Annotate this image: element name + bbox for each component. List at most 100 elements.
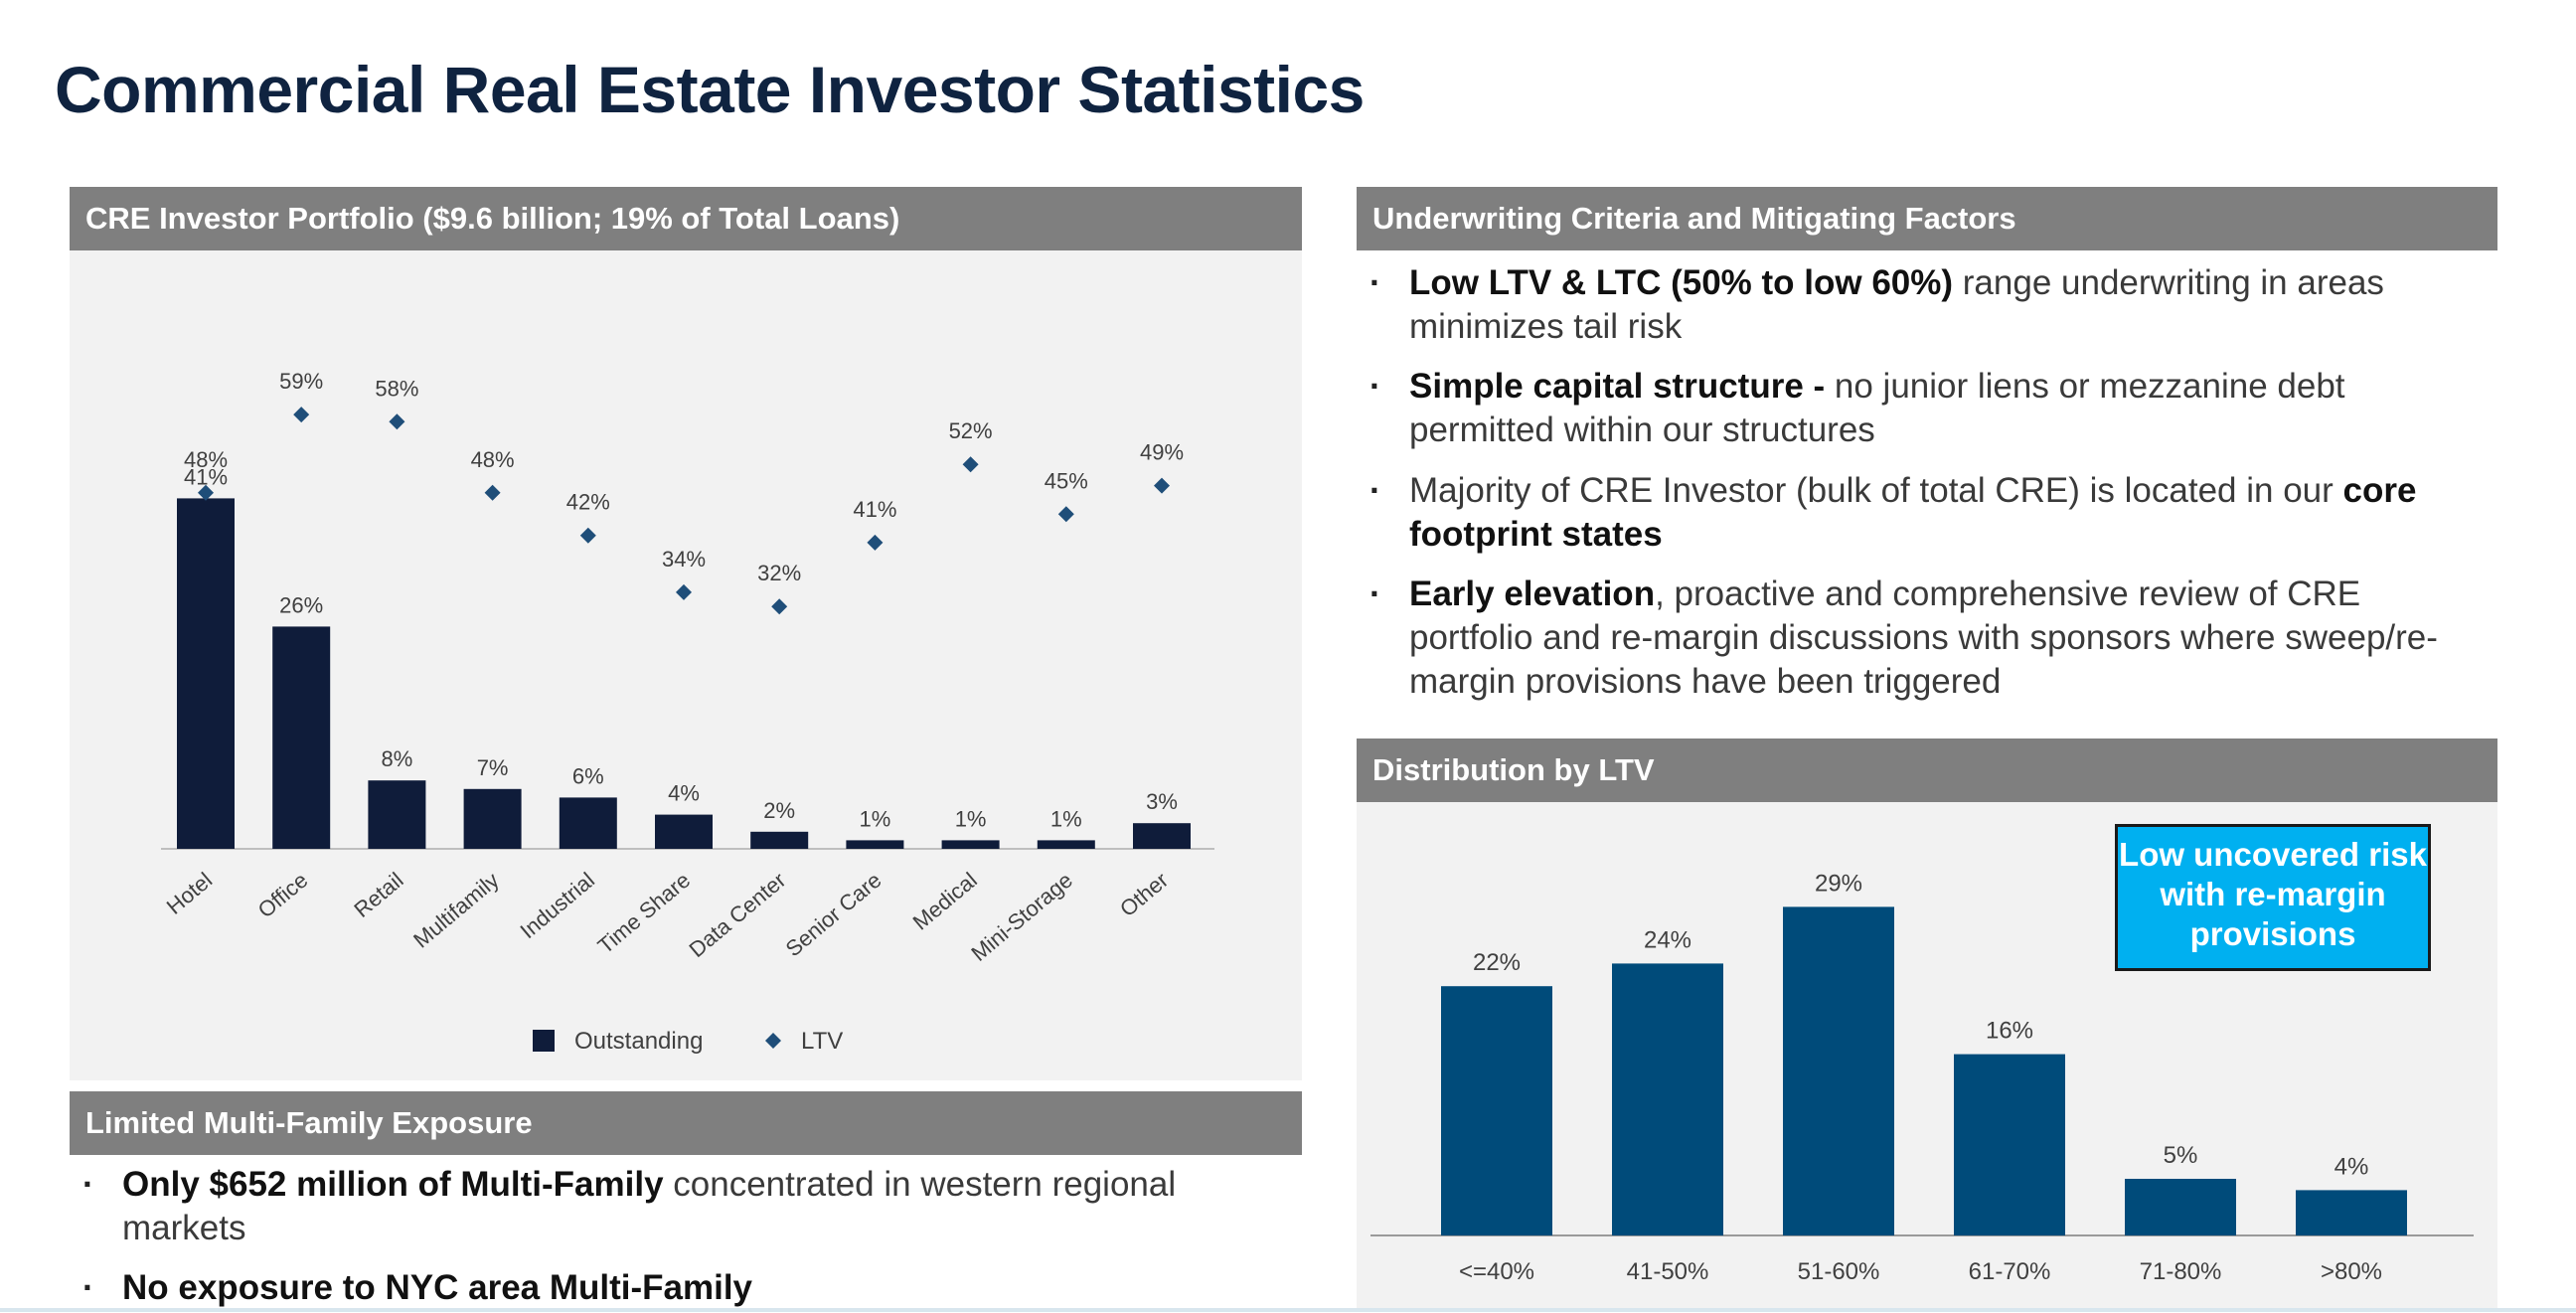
multifamily-header: Limited Multi-Family Exposure xyxy=(70,1091,1302,1155)
ltv-distribution-bar xyxy=(1783,906,1894,1235)
risk-callout: Low uncovered risk with re-margin provis… xyxy=(2115,824,2431,971)
ltv-marker xyxy=(962,456,979,473)
outstanding-bar xyxy=(177,498,235,849)
outstanding-bar xyxy=(1037,840,1095,849)
ltv-label: 49% xyxy=(1140,440,1184,465)
bullet-bold-text: Simple capital structure - xyxy=(1409,367,1826,406)
bar-value-label: 16% xyxy=(1986,1018,2033,1045)
outstanding-label: 6% xyxy=(572,763,604,788)
portfolio-header: CRE Investor Portfolio ($9.6 billion; 19… xyxy=(70,187,1302,250)
ltv-label: 41% xyxy=(853,497,896,522)
outstanding-bar xyxy=(368,780,426,849)
category-label: Multifamily xyxy=(408,868,504,953)
category-label: Other xyxy=(1115,868,1173,922)
ltv-marker xyxy=(389,413,405,430)
bullet-dot: · xyxy=(1369,574,1381,613)
outstanding-label: 26% xyxy=(279,592,323,617)
bullet-dot: · xyxy=(1369,263,1381,302)
ltv-label: 32% xyxy=(757,561,801,585)
bar-value-label: 22% xyxy=(1473,949,1521,976)
underwriting-header: Underwriting Criteria and Mitigating Fac… xyxy=(1357,187,2497,250)
outstanding-label: 3% xyxy=(1146,789,1178,814)
ltv-marker xyxy=(293,407,310,423)
bullet-item: · Simple capital structure - no junior li… xyxy=(1369,365,2463,452)
outstanding-bar xyxy=(941,840,1000,849)
ltv-label: 42% xyxy=(566,490,610,515)
ltv-marker xyxy=(1154,477,1170,494)
bullet-bold-text: core footprint states xyxy=(1409,471,2417,554)
bar-value-label: 4% xyxy=(2334,1153,2369,1180)
category-label: Industrial xyxy=(516,868,599,944)
bottom-divider xyxy=(0,1308,2576,1312)
bullet-item: · Low LTV & LTC (50% to low 60%) range un… xyxy=(1369,261,2463,349)
ltv-label: 58% xyxy=(375,376,418,401)
bullet-dot: · xyxy=(1369,367,1381,406)
bullet-text: concentrated in western regional markets xyxy=(122,1165,1177,1247)
legend-outstanding-label: Outstanding xyxy=(574,1028,703,1055)
bar-value-label: 29% xyxy=(1815,870,1862,897)
bullet-dot: · xyxy=(82,1165,94,1204)
legend-ltv-marker xyxy=(765,1033,781,1049)
ltv-distribution-bar xyxy=(2296,1190,2407,1235)
bullet-item: · No exposure to NYC area Multi-Family xyxy=(82,1266,1265,1310)
outstanding-bar xyxy=(559,797,617,849)
distribution-chart: 22% <=40% 24% 41-50% 29% 51-60% 16% 61-70% 5% 71-… xyxy=(1370,870,2474,1285)
ltv-marker xyxy=(484,484,501,501)
outstanding-label: 1% xyxy=(955,806,987,831)
outstanding-bar xyxy=(846,840,904,849)
outstanding-bar xyxy=(1133,823,1191,849)
category-label: Time Share xyxy=(593,868,696,959)
ltv-marker xyxy=(771,598,788,615)
bullet-dot: · xyxy=(1369,471,1381,510)
ltv-marker xyxy=(1057,506,1074,523)
bullet-bold-text: Early elevation xyxy=(1409,574,1656,613)
bullet-bold-text: Low LTV & LTC (50% to low 60%) xyxy=(1409,263,1954,302)
bullet-item: · Only $652 million of Multi-Family conce… xyxy=(82,1163,1265,1250)
category-label: 61-70% xyxy=(1969,1258,2051,1285)
distribution-header: Distribution by LTV xyxy=(1357,739,2497,802)
category-label: Senior Care xyxy=(781,868,886,962)
category-label: <=40% xyxy=(1459,1258,1534,1285)
legend-ltv-label: LTV xyxy=(801,1028,843,1055)
ltv-label: 48% xyxy=(471,447,515,472)
legend-outstanding-swatch xyxy=(533,1030,555,1052)
ltv-distribution-bar xyxy=(2125,1179,2236,1235)
category-label: 41-50% xyxy=(1627,1258,1709,1285)
category-label: Mini-Storage xyxy=(966,868,1077,966)
ltv-label: 48% xyxy=(184,447,228,472)
bar-value-label: 5% xyxy=(2164,1142,2198,1169)
category-label: 71-80% xyxy=(2140,1258,2222,1285)
bullet-text: range underwriting in areas minimizes ta… xyxy=(1409,263,2384,346)
page-title: Commercial Real Estate Investor Statisti… xyxy=(55,53,1365,126)
ltv-distribution-bar xyxy=(1441,986,1552,1235)
bullet-text: Majority of CRE Investor (bulk of total … xyxy=(1409,471,2343,510)
outstanding-label: 8% xyxy=(382,746,413,771)
outstanding-bar xyxy=(655,814,713,849)
outstanding-label: 1% xyxy=(860,806,891,831)
outstanding-label: 7% xyxy=(477,755,509,780)
ltv-label: 52% xyxy=(949,418,993,443)
outstanding-bar xyxy=(463,788,522,849)
ltv-label: 45% xyxy=(1045,468,1088,493)
outstanding-label: 2% xyxy=(763,798,795,823)
outstanding-label: 1% xyxy=(1050,806,1082,831)
bar-value-label: 24% xyxy=(1644,926,1691,953)
bullet-item: · Early elevation, proactive and comprehe… xyxy=(1369,573,2463,704)
category-label: Medical xyxy=(908,868,982,935)
bullet-text: , proactive and comprehensive review of … xyxy=(1409,574,2438,701)
portfolio-chart: 41% 48% Hotel 26% 59% Office 8% 58% Retail 7% 48% M… xyxy=(161,369,1214,1055)
ltv-marker xyxy=(867,534,884,551)
ltv-distribution-bar xyxy=(1954,1054,2065,1235)
ltv-marker xyxy=(676,583,692,600)
ltv-marker xyxy=(198,484,214,501)
bullet-item: · Majority of CRE Investor (bulk of total… xyxy=(1369,469,2463,557)
category-label: 51-60% xyxy=(1798,1258,1880,1285)
category-label: >80% xyxy=(2321,1258,2382,1285)
portfolio-chart-panel: 41% 48% Hotel 26% 59% Office 8% 58% Retail 7% 48% M… xyxy=(70,250,1302,1080)
bullet-bold-text: Only $652 million of Multi-Family xyxy=(122,1165,664,1204)
category-label: Hotel xyxy=(162,868,217,919)
ltv-label: 59% xyxy=(279,369,323,394)
outstanding-bar xyxy=(272,626,331,849)
category-label: Office xyxy=(253,868,313,923)
bullet-bold-text: No exposure to NYC area Multi-Family xyxy=(122,1268,753,1307)
